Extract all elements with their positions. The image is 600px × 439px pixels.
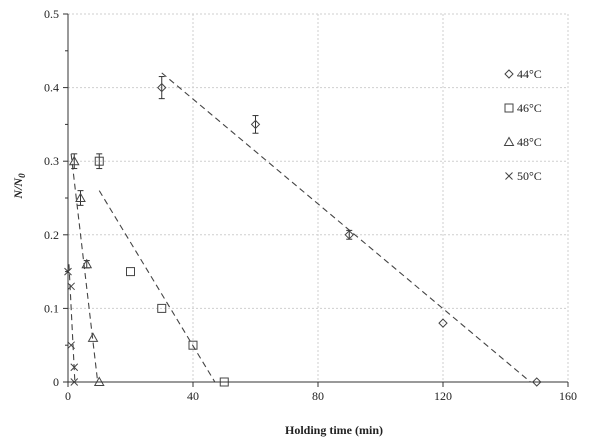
fit-layer <box>69 73 531 382</box>
marker-layer <box>65 77 541 386</box>
y-tick-label: 0.1 <box>44 301 59 315</box>
y-tick-label: 0.5 <box>44 7 59 21</box>
x-tick-label: 0 <box>65 389 71 403</box>
grid-layer <box>68 14 568 382</box>
legend-label: 46°C <box>517 101 542 115</box>
x-tick-label: 160 <box>559 389 577 403</box>
legend-label: 50°C <box>517 169 542 183</box>
x-tick-label: 40 <box>187 389 199 403</box>
x-marker <box>506 173 513 180</box>
y-tick-label: 0.3 <box>44 154 59 168</box>
legend-label: 48°C <box>517 135 542 149</box>
fit-line <box>162 73 531 382</box>
x-marker <box>68 342 75 349</box>
legend: 44°C 46°C 48°C 50°C <box>505 67 542 183</box>
x-tick-label: 120 <box>434 389 452 403</box>
triangle-marker <box>505 138 514 146</box>
y-axis-title: N/N0 <box>11 173 27 200</box>
x-marker <box>68 283 75 290</box>
x-axis-title: Holding time (min) <box>285 423 383 437</box>
square-marker <box>505 104 513 112</box>
legend-label: 44°C <box>517 67 542 81</box>
fit-line <box>99 191 215 382</box>
x-tick-label: 80 <box>312 389 324 403</box>
tick-layer: 0 40 80 120 160 0 0.1 0.2 0.3 0.4 0.5 <box>44 7 577 403</box>
diamond-marker <box>505 70 513 78</box>
y-tick-label: 0.2 <box>44 228 59 242</box>
y-axis-title-main: N/N <box>11 177 25 200</box>
y-tick-label: 0 <box>53 375 59 389</box>
y-tick-label: 0.4 <box>44 81 59 95</box>
square-marker <box>127 268 135 276</box>
y-axis-title-sub: 0 <box>17 173 27 178</box>
